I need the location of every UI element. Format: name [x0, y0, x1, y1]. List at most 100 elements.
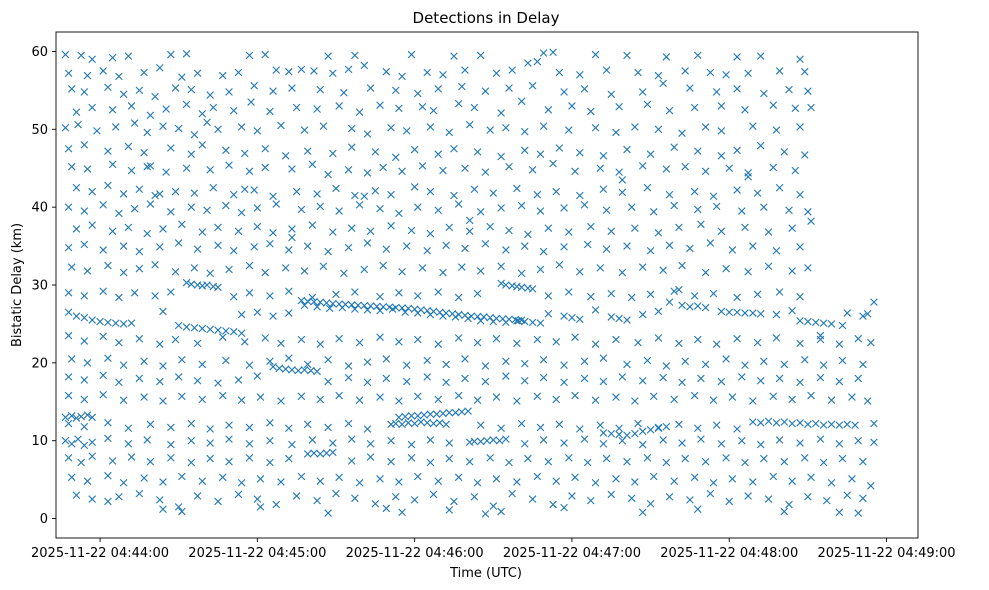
data-point: [744, 492, 752, 500]
data-point: [313, 303, 321, 311]
data-point: [104, 318, 112, 327]
data-point: [398, 304, 406, 312]
data-point: [623, 457, 631, 466]
data-point: [277, 121, 285, 130]
data-point: [492, 393, 501, 401]
data-point: [627, 203, 636, 211]
data-point: [560, 88, 568, 96]
data-point: [225, 88, 233, 96]
data-point: [643, 356, 652, 365]
data-point: [182, 100, 191, 109]
data-point: [804, 317, 812, 326]
data-point: [324, 52, 332, 60]
data-point: [135, 264, 144, 273]
data-point: [285, 67, 293, 76]
data-point: [717, 151, 726, 160]
data-point: [780, 507, 789, 516]
data-point: [190, 324, 199, 332]
data-point: [171, 335, 180, 344]
data-point: [198, 324, 207, 333]
data-point: [310, 67, 318, 75]
data-point: [709, 396, 718, 405]
data-point: [77, 458, 85, 467]
data-point: [796, 418, 804, 427]
data-point: [659, 79, 667, 88]
data-point: [717, 440, 726, 448]
data-point: [229, 246, 238, 255]
data-point: [292, 103, 301, 112]
data-point: [156, 64, 164, 72]
data-point: [398, 420, 406, 429]
data-point: [580, 357, 589, 366]
data-point: [225, 435, 233, 443]
data-point: [819, 421, 828, 429]
data-point: [791, 166, 800, 175]
data-point: [80, 313, 89, 322]
data-point: [434, 150, 443, 159]
data-point: [760, 357, 768, 366]
data-point: [681, 454, 689, 463]
data-point: [678, 301, 686, 310]
data-point: [560, 361, 568, 369]
data-point: [222, 146, 230, 155]
data-point: [863, 397, 872, 405]
data-point: [662, 422, 671, 431]
data-point: [308, 221, 317, 229]
data-point: [119, 396, 128, 405]
data-point: [344, 165, 353, 174]
data-point: [104, 181, 112, 190]
data-point: [143, 229, 152, 238]
data-point: [497, 109, 505, 117]
data-point: [261, 50, 269, 59]
data-point: [587, 107, 595, 116]
data-point: [749, 397, 757, 405]
data-point: [662, 458, 671, 467]
data-point: [654, 424, 663, 433]
data-point: [461, 374, 469, 383]
y-tick-label: 50: [31, 123, 48, 138]
data-point: [80, 422, 89, 431]
data-point: [193, 69, 202, 78]
data-point: [382, 355, 391, 363]
data-point: [187, 436, 196, 445]
data-point: [756, 52, 765, 60]
data-point: [733, 53, 741, 61]
data-point: [505, 226, 513, 235]
data-point: [99, 201, 107, 209]
data-point: [61, 50, 70, 59]
data-point: [835, 508, 844, 517]
data-point: [859, 312, 867, 320]
data-point: [717, 377, 726, 386]
data-point: [237, 123, 246, 131]
data-point: [96, 317, 104, 326]
data-point: [634, 68, 642, 77]
data-point: [61, 123, 70, 132]
data-point: [442, 378, 450, 387]
data-point: [418, 162, 427, 170]
data-point: [407, 440, 416, 449]
y-axis-ticks: 0 10 20 30 40 50 60: [31, 45, 56, 527]
data-point: [528, 318, 537, 327]
data-point: [135, 334, 144, 343]
data-point: [476, 208, 485, 216]
data-point: [439, 71, 447, 79]
data-point: [615, 102, 623, 111]
data-point: [182, 50, 191, 58]
data-point: [261, 268, 269, 277]
data-point: [596, 264, 605, 272]
data-point: [602, 454, 611, 463]
data-point: [135, 489, 144, 498]
data-point: [454, 200, 463, 208]
data-point: [591, 478, 600, 487]
data-point: [749, 122, 757, 130]
data-point: [360, 301, 369, 310]
data-point: [450, 144, 458, 153]
data-point: [324, 377, 332, 386]
data-point: [722, 355, 730, 363]
data-point: [454, 334, 463, 342]
data-point: [237, 329, 246, 338]
data-point: [159, 478, 167, 486]
data-point: [811, 318, 820, 327]
data-point: [607, 227, 616, 236]
data-point: [222, 327, 230, 335]
